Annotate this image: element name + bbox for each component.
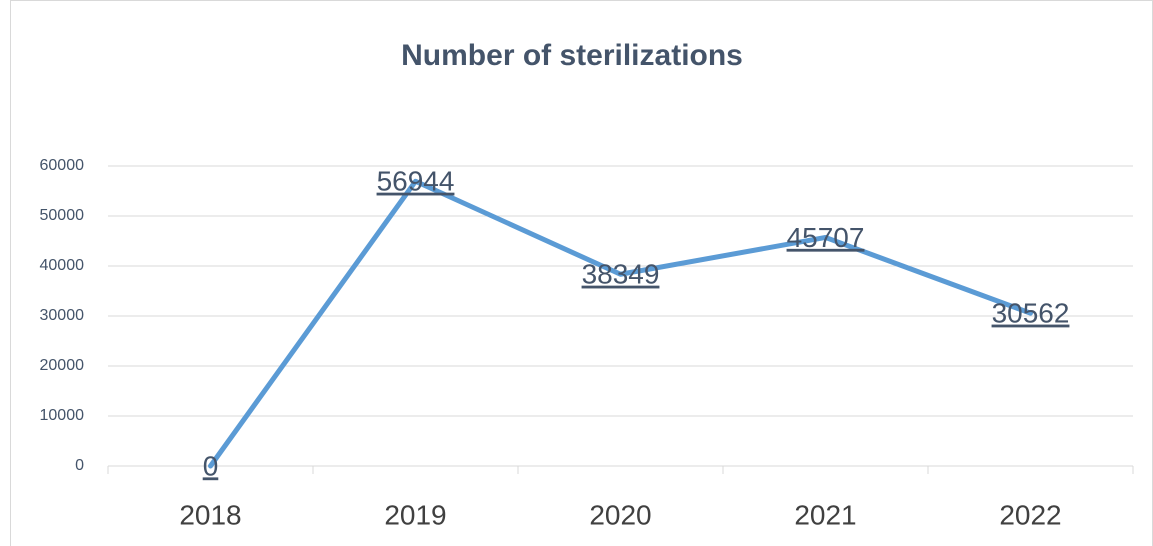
chart-border (10, 0, 1153, 546)
y-tick-label: 40000 (40, 257, 85, 274)
x-tick-label: 2019 (384, 499, 446, 530)
y-tick-label: 20000 (40, 357, 85, 374)
y-tick-label: 0 (75, 457, 84, 474)
y-tick-label: 60000 (40, 157, 85, 174)
data-label: 45707 (787, 222, 865, 253)
x-tick-label: 2022 (999, 499, 1061, 530)
x-tick-label: 2021 (794, 499, 856, 530)
data-label: 30562 (992, 298, 1070, 329)
chart-title: Number of sterilizations (401, 39, 743, 72)
y-tick-label: 50000 (40, 207, 85, 224)
x-tick-label: 2018 (179, 499, 241, 530)
y-tick-label: 30000 (40, 307, 85, 324)
data-label: 56944 (377, 166, 455, 197)
data-label: 38349 (582, 259, 660, 290)
x-tick-label: 2020 (589, 499, 651, 530)
data-label: 0 (203, 450, 219, 481)
line (208, 178, 1033, 469)
y-tick-label: 10000 (40, 407, 85, 424)
